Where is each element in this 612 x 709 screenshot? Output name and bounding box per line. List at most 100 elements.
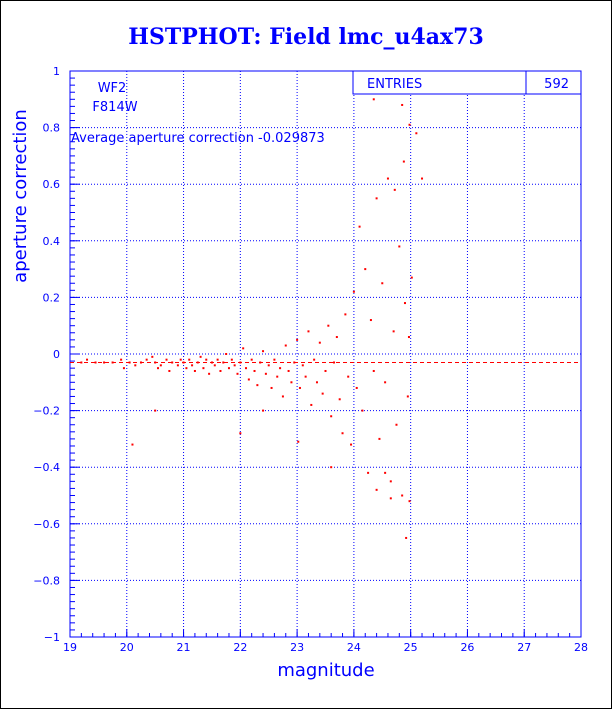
data-point — [154, 409, 157, 412]
y-tick-label: 0.6 — [43, 178, 61, 191]
data-point — [421, 177, 424, 180]
data-point — [262, 350, 265, 353]
data-point — [405, 536, 408, 539]
data-point — [151, 355, 154, 358]
data-point — [94, 361, 97, 364]
x-tick-label: 28 — [574, 641, 588, 654]
data-point — [128, 361, 131, 364]
data-point — [327, 324, 330, 327]
data-point — [372, 98, 375, 101]
data-point — [245, 367, 248, 370]
data-point — [307, 330, 310, 333]
data-point — [347, 375, 350, 378]
data-point — [225, 353, 228, 355]
data-point — [205, 358, 208, 361]
x-tick-label: 27 — [517, 641, 531, 654]
data-point — [321, 392, 324, 395]
data-point — [179, 358, 182, 361]
data-point — [372, 369, 375, 372]
data-point — [250, 358, 253, 361]
data-point — [304, 375, 307, 378]
data-point — [188, 358, 191, 361]
data-point — [352, 290, 355, 293]
data-point — [398, 245, 401, 248]
data-point — [103, 361, 106, 364]
data-point — [408, 500, 411, 503]
data-point — [267, 364, 270, 367]
data-point — [407, 336, 410, 339]
data-point — [330, 415, 333, 418]
data-point — [401, 103, 404, 106]
data-point — [415, 132, 418, 135]
data-point — [131, 443, 134, 446]
data-point — [236, 372, 239, 375]
data-point — [324, 369, 327, 372]
data-point — [395, 423, 398, 426]
data-point — [389, 497, 392, 500]
y-tick-label: −0.4 — [33, 461, 60, 474]
stats-box — [352, 70, 582, 95]
data-point — [86, 358, 89, 361]
data-point — [202, 367, 205, 370]
data-point — [310, 403, 313, 406]
y-tick-label: 0 — [53, 348, 60, 361]
data-point — [270, 386, 273, 389]
data-point — [384, 381, 387, 384]
data-point — [350, 443, 353, 446]
data-point — [171, 361, 174, 364]
data-point — [386, 177, 389, 180]
data-point — [196, 361, 199, 364]
data-point — [168, 369, 171, 372]
data-point — [239, 361, 242, 364]
data-point — [341, 432, 344, 435]
data-point — [358, 225, 361, 228]
data-point — [253, 369, 256, 372]
ticks: 19 20 21 22 23 24 25 26 27 28 −1 −0.8 −0.6 −0.4 −0.2 0 0… — [33, 65, 588, 654]
data-point — [401, 494, 404, 497]
data-point — [145, 358, 148, 361]
grid — [70, 71, 581, 637]
data-point — [191, 364, 194, 367]
data-point — [313, 358, 316, 361]
data-point — [154, 361, 157, 364]
data-point — [297, 440, 300, 443]
x-tick-label: 24 — [347, 641, 361, 654]
data-point — [338, 398, 341, 401]
data-point — [293, 361, 296, 364]
y-tick-label: −1 — [44, 631, 60, 644]
y-tick-label: 0.8 — [43, 122, 61, 135]
x-tick-label: 23 — [290, 641, 304, 654]
data-point — [279, 367, 282, 370]
data-point — [210, 361, 213, 364]
y-axis-label: aperture correction — [10, 109, 31, 283]
data-point — [318, 341, 321, 344]
data-point — [403, 302, 406, 305]
data-point — [281, 395, 284, 398]
data-point — [239, 432, 242, 435]
data-point — [408, 123, 411, 126]
data-point — [182, 361, 185, 364]
data-point — [393, 188, 396, 191]
data-point — [185, 367, 188, 370]
data-point — [381, 282, 384, 285]
filter-label: F814W — [92, 100, 137, 115]
data-point — [199, 355, 202, 358]
data-point — [262, 409, 265, 412]
data-point — [392, 330, 395, 333]
data-point — [378, 437, 381, 440]
data-point — [389, 480, 392, 483]
data-point — [298, 386, 301, 389]
data-points — [80, 98, 424, 539]
data-point — [256, 384, 259, 387]
data-point — [230, 358, 233, 361]
y-tick-label: 1 — [53, 65, 60, 78]
chart-title: HSTPHOT: Field lmc_u4ax73 — [128, 24, 484, 50]
data-point — [301, 364, 304, 367]
data-point — [120, 358, 123, 361]
data-point — [355, 386, 358, 389]
x-tick-label: 22 — [233, 641, 247, 654]
data-point — [264, 372, 267, 375]
data-point — [208, 372, 211, 375]
data-point — [134, 364, 137, 367]
data-point — [139, 361, 142, 364]
